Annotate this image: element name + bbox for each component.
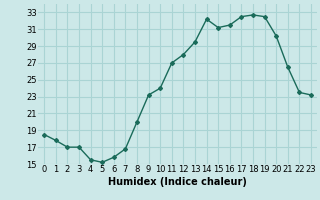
X-axis label: Humidex (Indice chaleur): Humidex (Indice chaleur) — [108, 177, 247, 187]
